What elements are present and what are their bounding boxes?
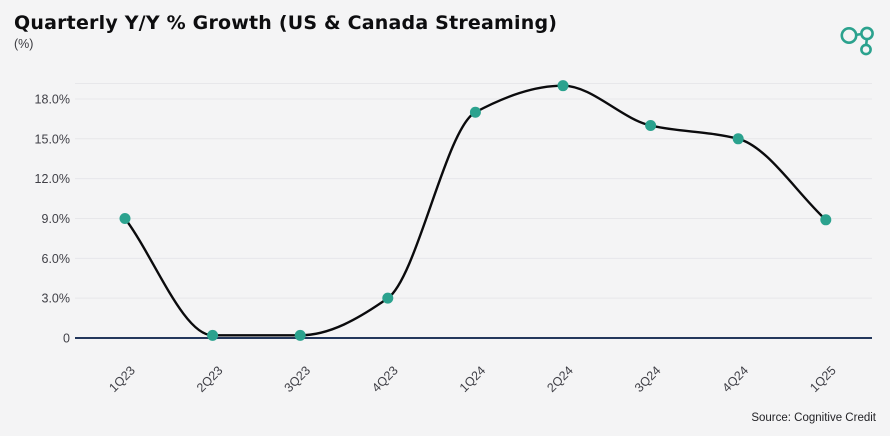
x-tick-label-3Q24: 3Q24 [632,363,664,395]
x-tick-label-2Q24: 2Q24 [544,363,576,395]
growth-series-line [123,84,827,337]
y-tick-label-3.0%: 3.0% [42,292,71,306]
x-tick-label-1Q23: 1Q23 [106,363,138,395]
x-tick-label-2Q23: 2Q23 [194,363,226,395]
y-tick-label-0: 0 [63,332,70,346]
data-point-2Q23 [207,329,219,341]
data-point-1Q24 [469,106,481,118]
logo-bottom-circle [860,43,872,56]
y-tick-label-9.0%: 9.0% [42,212,71,226]
chart-header: Quarterly Y/Y % Growth (US & Canada Stre… [14,12,557,51]
data-point-2Q24 [557,80,569,92]
logo-connector [864,38,869,46]
logo-connector [855,32,862,37]
source-credit: Source: Cognitive Credit [751,412,876,424]
x-tick-label-3Q23: 3Q23 [282,363,314,395]
data-point-4Q24 [732,133,744,145]
x-tick-label-4Q24: 4Q24 [720,363,752,395]
chart-title: Quarterly Y/Y % Growth (US & Canada Stre… [14,12,558,34]
y-tick-label-18.0%: 18.0% [35,92,70,106]
chart-subtitle: (%) [14,37,34,51]
data-point-4Q23 [382,292,394,304]
y-tick-label-6.0%: 6.0% [42,252,71,266]
data-point-1Q23 [119,212,131,224]
x-tick-label-1Q24: 1Q24 [457,363,489,395]
x-tick-label-1Q25: 1Q25 [807,363,839,395]
data-point-1Q25 [820,214,832,226]
cognitive-credit-logo-icon [840,26,874,56]
y-tick-label-12.0%: 12.0% [35,172,70,186]
data-point-3Q24 [645,120,657,132]
logo-large-circle [840,27,858,44]
x-tick-label-4Q23: 4Q23 [369,363,401,395]
y-tick-label-15.0%: 15.0% [35,132,70,146]
logo-top-right-circle [860,26,874,41]
data-point-3Q23 [294,329,306,341]
